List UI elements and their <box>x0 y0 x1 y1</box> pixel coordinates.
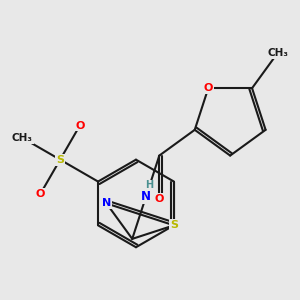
Text: O: O <box>36 189 45 199</box>
Text: N: N <box>141 190 151 203</box>
Text: CH₃: CH₃ <box>12 133 33 143</box>
Text: O: O <box>204 83 213 93</box>
Text: N: N <box>102 198 111 208</box>
Text: CH₃: CH₃ <box>267 48 288 58</box>
Text: H: H <box>145 180 153 190</box>
Text: O: O <box>154 194 164 204</box>
Text: S: S <box>56 155 64 165</box>
Text: O: O <box>75 121 85 130</box>
Text: S: S <box>170 220 178 230</box>
